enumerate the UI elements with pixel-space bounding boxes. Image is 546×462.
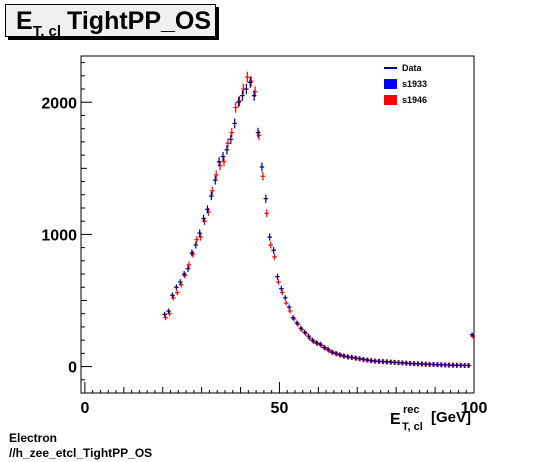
y-tick-label: 0: [68, 360, 77, 377]
legend-swatch-s1933: [384, 79, 397, 89]
x-axis-title-main: E: [390, 411, 401, 428]
chart-title: ET, cl TightPP_OS: [16, 7, 211, 40]
chart-title-main: E: [16, 7, 33, 35]
legend-label-s1946: s1946: [402, 95, 427, 105]
x-tick-label: 50: [271, 400, 289, 417]
footer-line1: Electron: [9, 431, 58, 445]
x-axis-title-unit: [GeV]: [431, 409, 471, 426]
chart-title-subscript: T, cl: [32, 23, 62, 40]
x-tick-label: 100: [461, 400, 488, 417]
y-tick-label: 2000: [41, 95, 77, 112]
chart-title-box: ET, cl TightPP_OS: [5, 4, 216, 40]
x-tick-label: 0: [80, 400, 89, 417]
legend-swatch-s1946: [384, 95, 397, 105]
x-axis-title-subscript: T, cl: [402, 421, 423, 433]
x-axis-title-superscript: rec: [403, 404, 420, 416]
chart-title-rest: TightPP_OS: [67, 7, 212, 35]
legend-label-s1933: s1933: [402, 79, 427, 89]
y-tick-label: 1000: [41, 227, 77, 244]
footer-line2: //h_zee_etcl_TightPP_OS: [9, 446, 153, 460]
plot-frame: [80, 55, 475, 394]
legend-label-data: Data: [402, 63, 423, 73]
